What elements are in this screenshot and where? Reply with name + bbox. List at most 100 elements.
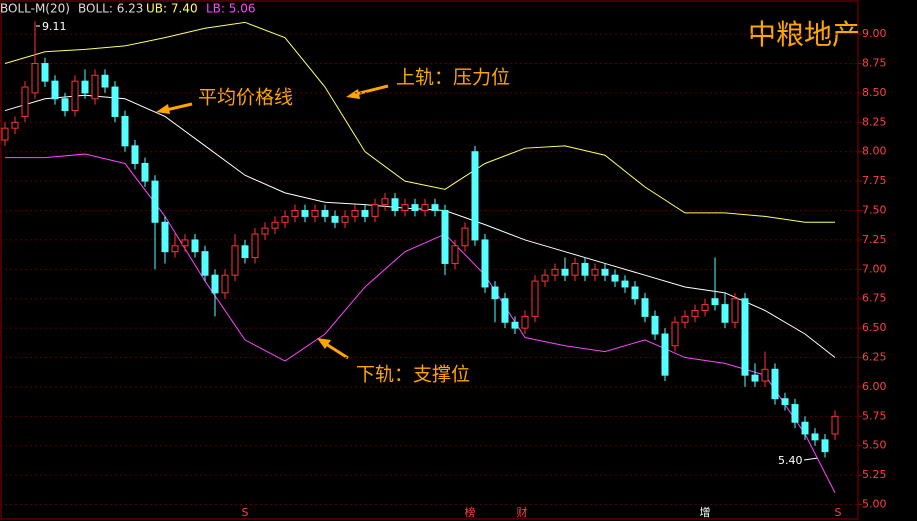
candle-body	[451, 245, 459, 264]
candle-body	[801, 421, 809, 435]
candle-body	[661, 333, 669, 376]
candle-body	[541, 274, 549, 282]
candle-body	[271, 221, 279, 229]
y-tick-label: 7.00	[862, 262, 887, 275]
y-tick-label: 8.75	[862, 57, 887, 70]
candle-body	[281, 215, 289, 223]
upper-annotation: 上轨：压力位	[396, 67, 510, 89]
candle-body	[441, 210, 449, 264]
candle-body	[591, 268, 599, 276]
candle-body	[261, 227, 269, 235]
candle-body	[491, 286, 499, 300]
candle-body	[121, 115, 129, 147]
candle-body	[221, 274, 229, 294]
y-tick-label: 8.00	[862, 145, 887, 158]
high-label: 9.11	[42, 20, 67, 33]
mid-annotation: 平均价格线	[198, 87, 293, 109]
candle-body	[91, 74, 99, 100]
candle-body	[111, 86, 119, 117]
y-tick-label: 6.50	[862, 321, 887, 334]
candle-body	[11, 121, 19, 129]
candle-body	[651, 315, 659, 335]
candle-body	[641, 298, 649, 317]
candle-body	[711, 298, 719, 306]
candle-body	[391, 198, 399, 212]
candle-body	[721, 304, 729, 323]
candle-body	[311, 210, 319, 217]
candle-body	[791, 404, 799, 423]
arrows	[156, 84, 389, 360]
candle-body	[301, 210, 309, 217]
candle-body	[511, 321, 519, 329]
indicator-name: BOLL-M(20)	[0, 2, 70, 16]
candle-body	[131, 145, 139, 164]
candle-body	[741, 298, 749, 376]
event-marker: 增	[700, 505, 711, 519]
candle-body	[811, 433, 819, 441]
y-tick-label: 5.75	[862, 409, 887, 422]
y-tick-label: 6.25	[862, 351, 887, 364]
low-pointer	[803, 457, 819, 461]
candle-body	[21, 86, 29, 117]
boll-value: BOLL: 6.23	[78, 2, 143, 16]
candle-body	[571, 262, 579, 276]
ub-value: UB: 7.40	[146, 2, 198, 16]
candle-body	[471, 151, 479, 241]
candle-body	[521, 315, 529, 329]
candle-body	[401, 204, 409, 212]
candle-body	[421, 204, 429, 212]
candle-body	[341, 215, 349, 223]
candle-body	[551, 268, 559, 276]
candle-body	[601, 268, 609, 276]
event-marker: S	[242, 506, 249, 519]
stock-title: 中粮地产	[748, 18, 860, 51]
candle-body	[761, 368, 769, 382]
candle-body	[41, 63, 49, 82]
band-line	[5, 153, 836, 494]
candle-body	[31, 63, 39, 94]
y-tick-label: 7.75	[862, 174, 887, 187]
candle-body	[101, 74, 109, 88]
candle-body	[351, 210, 359, 217]
y-tick-label: 5.00	[862, 498, 887, 511]
candle-body	[531, 280, 539, 317]
candle-body	[481, 239, 489, 288]
candle-body	[61, 98, 69, 112]
event-marker: S	[835, 506, 842, 519]
candle-body	[411, 204, 419, 212]
candle-body	[201, 251, 209, 276]
candle-body	[771, 368, 779, 400]
candle-body	[141, 162, 149, 182]
candle-body	[631, 286, 639, 300]
candle-body	[321, 210, 329, 217]
candle-body	[731, 298, 739, 323]
candle-body	[611, 274, 619, 282]
event-marker: 财	[517, 505, 528, 519]
y-tick-label: 8.50	[862, 86, 887, 99]
candle-body	[151, 180, 159, 223]
candle-body	[581, 262, 589, 276]
candle-body	[371, 204, 379, 217]
candle-body	[81, 80, 89, 94]
candle-body	[231, 245, 239, 276]
candle-body	[241, 245, 249, 259]
candle-body	[691, 309, 699, 317]
candle-body	[461, 227, 469, 247]
candle-body	[671, 321, 679, 347]
candle-body	[701, 304, 709, 311]
y-tick-label: 6.75	[862, 292, 887, 305]
y-tick-label: 5.25	[862, 468, 887, 481]
y-tick-label: 6.00	[862, 380, 887, 393]
event-marker: 榜	[465, 505, 476, 519]
candle-body	[561, 268, 569, 276]
candle-body	[161, 221, 169, 253]
candle-body	[821, 439, 829, 453]
lb-value: LB: 5.06	[206, 2, 256, 16]
band-line	[4, 21, 835, 223]
lower-annotation: 下轨：支撑位	[356, 364, 470, 386]
candle-body	[291, 210, 299, 217]
candle-body	[751, 374, 759, 382]
candle-body	[1, 127, 9, 141]
candle-body	[251, 233, 259, 259]
